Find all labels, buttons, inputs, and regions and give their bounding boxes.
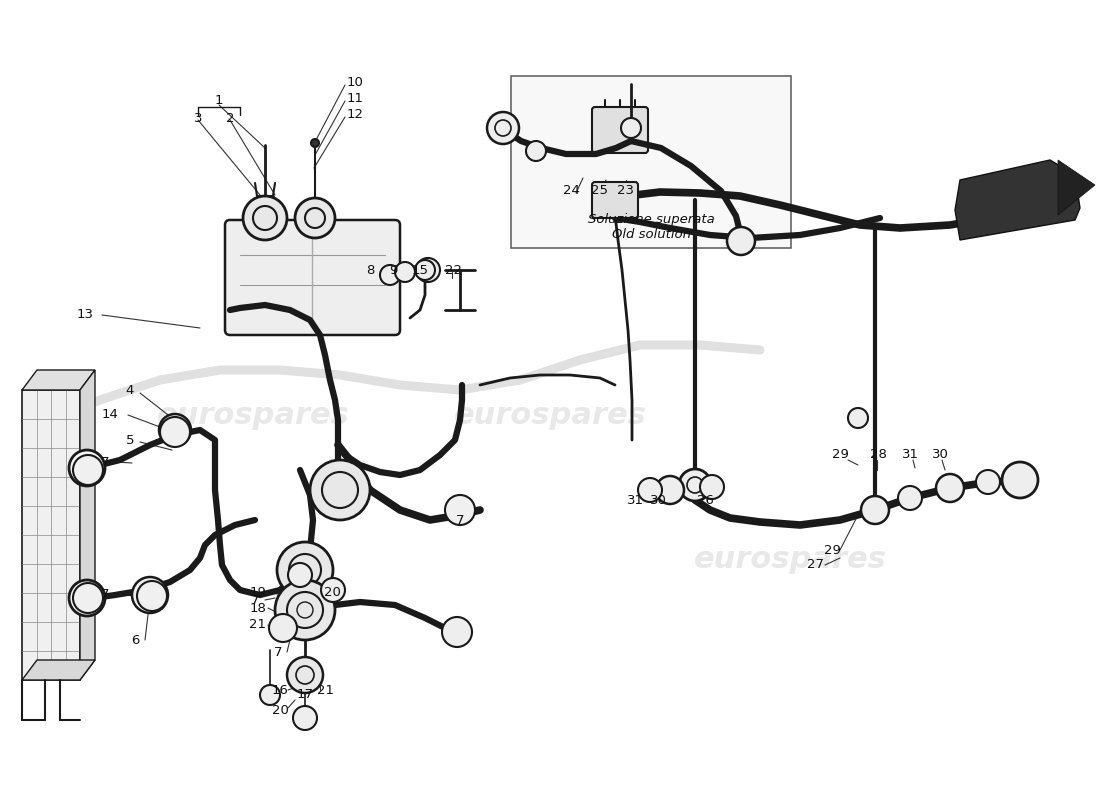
Text: 4: 4 [125, 383, 134, 397]
Text: 7: 7 [251, 594, 260, 606]
Text: 22: 22 [444, 263, 462, 277]
Circle shape [446, 495, 475, 525]
Circle shape [260, 685, 280, 705]
Circle shape [132, 577, 168, 613]
Text: 26: 26 [696, 494, 714, 506]
Circle shape [679, 469, 711, 501]
Text: 28: 28 [870, 449, 887, 462]
Circle shape [73, 455, 103, 485]
Circle shape [416, 258, 440, 282]
Circle shape [160, 417, 190, 447]
Circle shape [848, 408, 868, 428]
Text: 17: 17 [297, 689, 313, 702]
Text: Old solution: Old solution [612, 229, 691, 242]
Circle shape [415, 260, 434, 280]
Text: 13: 13 [77, 309, 94, 322]
Polygon shape [955, 160, 1080, 240]
Circle shape [293, 706, 317, 730]
Text: 24: 24 [562, 183, 580, 197]
Text: 18: 18 [250, 602, 266, 614]
Text: 14: 14 [101, 409, 119, 422]
Text: 2: 2 [226, 111, 234, 125]
Circle shape [160, 414, 191, 446]
FancyBboxPatch shape [592, 107, 648, 153]
Text: 27: 27 [807, 558, 825, 571]
Text: 9: 9 [388, 263, 397, 277]
Text: 16: 16 [272, 683, 288, 697]
FancyBboxPatch shape [592, 182, 638, 218]
Polygon shape [22, 660, 95, 680]
Text: 31: 31 [902, 449, 918, 462]
Text: 6: 6 [131, 634, 140, 646]
Circle shape [898, 486, 922, 510]
Text: 15: 15 [411, 263, 429, 277]
Circle shape [321, 578, 345, 602]
Text: 30: 30 [650, 494, 667, 506]
Text: eurospares: eurospares [694, 546, 887, 574]
Circle shape [73, 583, 103, 613]
Text: 3: 3 [194, 111, 202, 125]
Circle shape [138, 581, 167, 611]
Text: 21: 21 [317, 683, 333, 697]
Circle shape [976, 470, 1000, 494]
Circle shape [861, 496, 889, 524]
Circle shape [526, 141, 546, 161]
Circle shape [275, 580, 336, 640]
Circle shape [442, 617, 472, 647]
Text: 29: 29 [824, 543, 840, 557]
Text: 12: 12 [346, 107, 363, 121]
FancyBboxPatch shape [512, 76, 791, 248]
Polygon shape [22, 370, 95, 390]
Circle shape [311, 139, 319, 147]
Circle shape [487, 112, 519, 144]
Circle shape [395, 262, 415, 282]
Text: 10: 10 [346, 75, 363, 89]
Text: 11: 11 [346, 91, 363, 105]
Circle shape [379, 265, 400, 285]
Text: 5: 5 [125, 434, 134, 446]
Circle shape [621, 118, 641, 138]
Text: 21: 21 [250, 618, 266, 631]
Polygon shape [1058, 160, 1094, 215]
Circle shape [288, 563, 312, 587]
Text: 7: 7 [455, 514, 464, 526]
Text: 31: 31 [627, 494, 644, 506]
Circle shape [310, 460, 370, 520]
Circle shape [69, 580, 104, 616]
Text: 20: 20 [272, 703, 288, 717]
Text: 1: 1 [214, 94, 223, 106]
Circle shape [277, 542, 333, 598]
Text: 19: 19 [250, 586, 266, 598]
Circle shape [700, 475, 724, 499]
Circle shape [270, 614, 297, 642]
Text: eurospares: eurospares [453, 401, 647, 430]
Text: 8: 8 [366, 263, 374, 277]
Polygon shape [80, 370, 95, 680]
Circle shape [727, 227, 755, 255]
Circle shape [1002, 462, 1038, 498]
Text: 20: 20 [323, 586, 340, 598]
Text: 23: 23 [617, 183, 635, 197]
Text: Soluzione superata: Soluzione superata [587, 214, 714, 226]
Text: 7: 7 [101, 589, 109, 602]
Circle shape [656, 476, 684, 504]
FancyBboxPatch shape [226, 220, 400, 335]
Polygon shape [22, 390, 80, 680]
Circle shape [638, 478, 662, 502]
Text: eurospares: eurospares [156, 401, 350, 430]
Text: 29: 29 [832, 449, 848, 462]
Circle shape [936, 474, 964, 502]
Circle shape [243, 196, 287, 240]
Text: 30: 30 [932, 449, 948, 462]
Text: 7: 7 [274, 646, 283, 658]
Circle shape [69, 450, 104, 486]
Text: 25: 25 [591, 183, 607, 197]
Circle shape [295, 198, 336, 238]
Text: 7: 7 [101, 455, 109, 469]
Circle shape [287, 657, 323, 693]
